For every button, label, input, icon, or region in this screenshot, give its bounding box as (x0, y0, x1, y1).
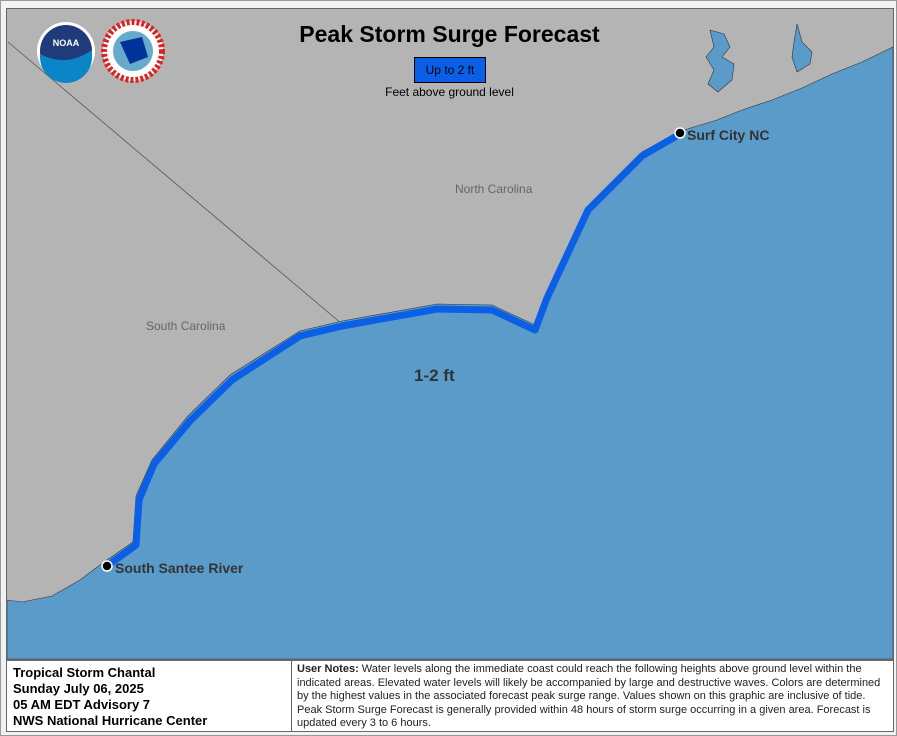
point-south-santee[interactable] (101, 560, 113, 572)
agency: NWS National Hurricane Center (13, 713, 208, 728)
notes-label: User Notes: (297, 663, 359, 675)
notes-text: Water levels along the immediate coast c… (297, 663, 881, 729)
point-surf-city[interactable] (674, 127, 686, 139)
sound (705, 23, 813, 93)
legend-swatch: Up to 2 ft (414, 57, 486, 83)
page-title: Peak Storm Surge Forecast (299, 21, 600, 47)
city-label: Surf City NC (687, 127, 770, 143)
legend-subtitle: Feet above ground level (385, 85, 514, 99)
date: Sunday July 06, 2025 (13, 681, 144, 696)
state-border (7, 41, 343, 325)
city-label: South Santee River (115, 560, 244, 576)
surge-label: 1-2 ft (414, 366, 455, 385)
storm-name: Tropical Storm Chantal (13, 665, 156, 680)
state-label: North Carolina (455, 182, 533, 196)
state-label: South Carolina (146, 319, 226, 333)
ocean (7, 46, 893, 659)
nws-logo (101, 19, 165, 83)
noaa-logo: NOAA (37, 22, 95, 83)
advisory: 05 AM EDT Advisory 7 (13, 697, 151, 712)
user-notes: User Notes: Water levels along the immed… (292, 661, 893, 731)
footer: Tropical Storm Chantal Sunday July 06, 2… (6, 660, 894, 732)
surge-line (104, 130, 682, 569)
svg-text:NOAA: NOAA (53, 38, 80, 48)
map: NOAA North Carolina South Carolina Surf … (6, 8, 894, 660)
